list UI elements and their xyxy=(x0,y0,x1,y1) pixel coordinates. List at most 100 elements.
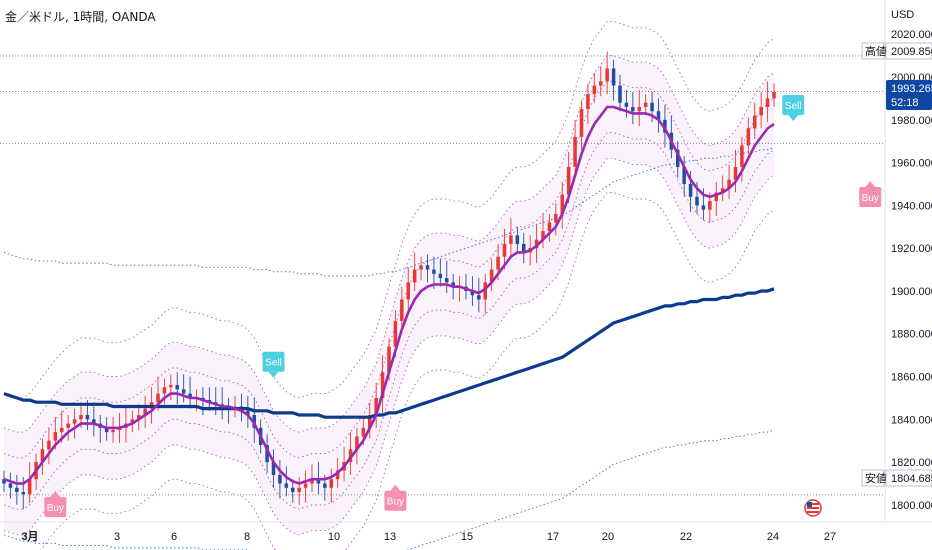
candle-body xyxy=(374,397,378,416)
sell-signal: Sell xyxy=(262,351,285,378)
signal-label: Buy xyxy=(862,193,879,204)
candle-body xyxy=(444,278,449,283)
candle-body xyxy=(406,282,411,300)
price-axis-ticks: 1800.000 1820.000 1840.000 1860.000 1880.000… xyxy=(891,29,932,512)
candle-body xyxy=(682,166,686,184)
candle-body xyxy=(66,423,70,428)
time-tick-label: 10 xyxy=(328,531,340,543)
candle-body xyxy=(746,128,751,146)
candle-body xyxy=(554,213,558,223)
candle-body xyxy=(367,415,372,428)
candle-body xyxy=(412,269,417,283)
candle-body xyxy=(271,462,276,475)
countdown: 52:18 xyxy=(891,97,919,109)
signals-layer: Sell Sell Buy Buy Buy xyxy=(44,94,882,518)
candle-body xyxy=(470,290,475,296)
candle-body xyxy=(598,81,603,86)
signal-label: Buy xyxy=(47,503,64,514)
buy-signal: Buy xyxy=(44,491,67,518)
candle-body xyxy=(329,479,334,488)
candle-body xyxy=(419,265,423,270)
slow-ma-line xyxy=(3,287,775,419)
candle-body xyxy=(477,295,481,300)
candle-body xyxy=(265,444,269,463)
candle-body xyxy=(656,111,661,120)
candle-body xyxy=(387,346,391,373)
band-fill-layer xyxy=(4,55,774,535)
high-value: 2009.850 xyxy=(891,46,932,58)
upper-band-2 xyxy=(3,55,775,433)
candle-body xyxy=(111,430,115,433)
candle-body xyxy=(611,68,616,86)
candle-body xyxy=(136,415,141,420)
time-tick-label: 15 xyxy=(461,531,473,543)
candle-body xyxy=(701,205,706,210)
candle-body xyxy=(104,427,109,433)
candle-body xyxy=(15,487,19,493)
candle-body xyxy=(393,320,398,347)
candle-body xyxy=(290,487,295,493)
currency-label: USD xyxy=(891,9,914,21)
candle-body xyxy=(663,119,667,133)
candle-body xyxy=(534,239,539,249)
candle-body xyxy=(85,415,90,420)
candle-body xyxy=(130,419,135,424)
candle-body xyxy=(53,432,58,441)
low-value: 1804.685 xyxy=(891,473,932,485)
high-value-box xyxy=(885,42,932,60)
candle-body xyxy=(425,265,430,270)
candle-body xyxy=(515,235,520,244)
candle-body xyxy=(579,109,584,137)
symbol-title: 金／米ドル, 1時間, OANDA xyxy=(5,9,156,24)
candle-body xyxy=(502,243,507,257)
candle-body xyxy=(361,427,366,437)
candle-body xyxy=(156,393,160,403)
buy-signal: Buy xyxy=(384,484,407,511)
candle-body xyxy=(521,243,526,253)
lower-band-3 xyxy=(40,192,775,550)
candle-body xyxy=(624,102,629,107)
sell-signal-box xyxy=(262,351,285,372)
buy-signal-arrow xyxy=(50,491,61,498)
candle-body xyxy=(631,106,635,112)
candle-body xyxy=(316,479,321,484)
candle-body xyxy=(496,256,500,270)
time-tick-label: 13 xyxy=(384,531,396,543)
time-tick-label: 3 xyxy=(114,531,120,543)
candle-body xyxy=(175,385,180,390)
price-tick-label: 1800.000 xyxy=(891,500,932,512)
reference-lines xyxy=(0,55,885,496)
high-label: 高値 xyxy=(865,44,887,58)
us-flag-event-icon[interactable] xyxy=(804,499,822,517)
ma-lines-layer xyxy=(3,105,775,485)
candle-body xyxy=(438,273,443,279)
candle-body xyxy=(566,166,571,195)
candle-body xyxy=(181,389,186,394)
sell-signal-arrow xyxy=(268,371,279,378)
fast-ma-line xyxy=(3,105,775,485)
buy-signal-box xyxy=(859,186,882,207)
candle-body xyxy=(489,269,494,283)
buy-signal-arrow xyxy=(865,180,876,187)
time-tick-label: 24 xyxy=(767,531,779,543)
candle-body xyxy=(618,85,622,103)
candle-body xyxy=(637,106,642,112)
candle-body xyxy=(297,487,301,493)
time-tick-label: 17 xyxy=(547,531,559,543)
price-tick-label: 1840.000 xyxy=(891,414,932,426)
candle-body xyxy=(720,188,725,193)
candle-body xyxy=(188,393,192,398)
candle-body xyxy=(547,222,552,232)
candle-body xyxy=(355,436,359,450)
candle-body xyxy=(79,415,83,420)
time-axis-ticks: 3月 3 6 8 10 13 15 17 20 22 24 27 xyxy=(21,530,836,543)
buy-signal-arrow xyxy=(390,484,401,491)
price-tick-label: 1820.000 xyxy=(891,457,932,469)
candle-body xyxy=(27,479,32,495)
candle-body xyxy=(162,387,167,394)
candle-body xyxy=(400,299,404,321)
sell-signal: Sell xyxy=(782,94,805,121)
time-tick-label: 6 xyxy=(171,531,177,543)
sell-signal-arrow xyxy=(788,114,799,121)
